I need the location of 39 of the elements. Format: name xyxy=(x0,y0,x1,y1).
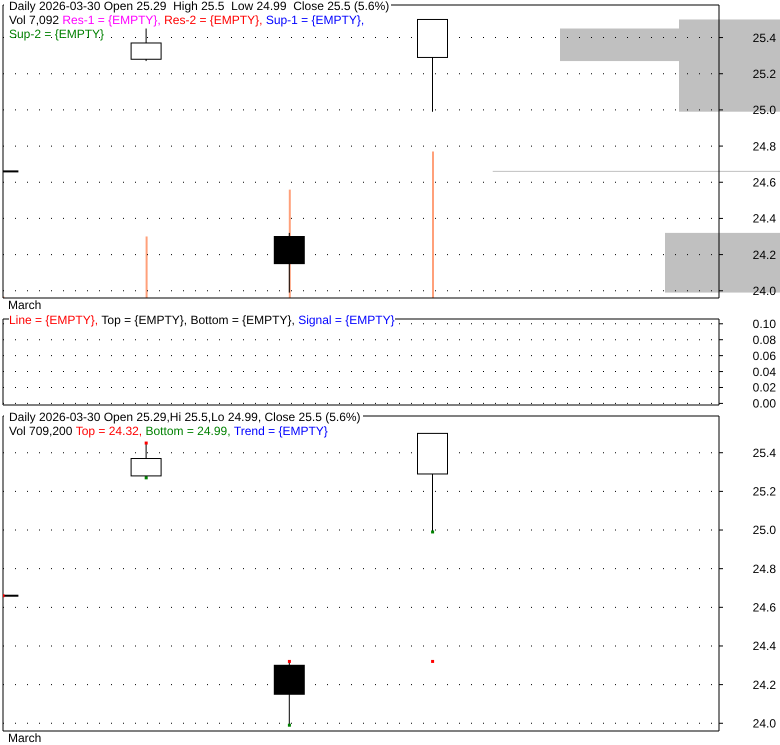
x-tick-label: March xyxy=(8,731,42,745)
y-tick-label: 25.2 xyxy=(752,484,776,499)
legend-label: Sup-1 = {EMPTY}, xyxy=(266,13,364,27)
text: Vol 709,200 xyxy=(9,424,74,438)
y-tick-label: 24.8 xyxy=(752,562,776,576)
y-tick-label: 0.08 xyxy=(752,332,776,347)
legend-label: Trend = {EMPTY} xyxy=(234,424,328,438)
y-tick-label: 24.6 xyxy=(752,175,776,190)
text: Vol 7,092 xyxy=(9,13,60,27)
y-tick-label: 24.2 xyxy=(752,248,776,262)
legend-label: Res-1 = {EMPTY}, xyxy=(62,13,161,27)
legend-label: Sup-2 = {EMPTY} xyxy=(9,27,104,41)
x-tick-label: March xyxy=(8,298,42,312)
y-tick-label: 25.0 xyxy=(752,103,776,118)
y-tick-label: 0.06 xyxy=(752,348,776,363)
y-tick-label: 0.10 xyxy=(752,316,776,331)
y-tick-label: 25.4 xyxy=(752,446,776,460)
y-tick-label: 24.4 xyxy=(752,212,776,226)
y-tick-label: 0.04 xyxy=(752,364,776,379)
y-tick-label: 24.2 xyxy=(752,678,776,692)
chart-title: Daily 2026-03-30 Open 25.29,Hi 25.5,Lo 24.99, Close 25.5 (5.6%) xyxy=(4,410,363,424)
y-tick-label: 24.0 xyxy=(752,284,776,298)
legend-label: Line = {EMPTY}, xyxy=(9,313,98,327)
y-tick-label: 25.2 xyxy=(752,66,776,81)
y-tick-label: 24.8 xyxy=(752,139,776,154)
legend-label: Res-2 = {EMPTY}, xyxy=(164,13,262,27)
y-tick-label: 0.00 xyxy=(752,396,776,411)
chart-title: Daily 2026-03-30 Open 25.29 High 25.5 Low 24.99 Close 25.5 (5.6%) xyxy=(4,0,392,13)
y-tick-label: 24.6 xyxy=(752,600,776,615)
y-tick-label: 25.4 xyxy=(752,30,776,45)
text: Bottom = 24.99, xyxy=(145,424,231,438)
legend-label: Top = {EMPTY}, xyxy=(101,313,188,327)
y-tick-label: 24.4 xyxy=(752,639,776,654)
legend-label: Signal = {EMPTY} xyxy=(298,313,395,327)
y-tick-label: 24.0 xyxy=(752,716,776,730)
series-label: Top = 24.32, xyxy=(76,424,142,438)
y-tick-label: 25.0 xyxy=(752,523,776,538)
legend-label: Bottom = {EMPTY}, xyxy=(190,313,295,327)
y-tick-label: 0.02 xyxy=(752,380,776,395)
